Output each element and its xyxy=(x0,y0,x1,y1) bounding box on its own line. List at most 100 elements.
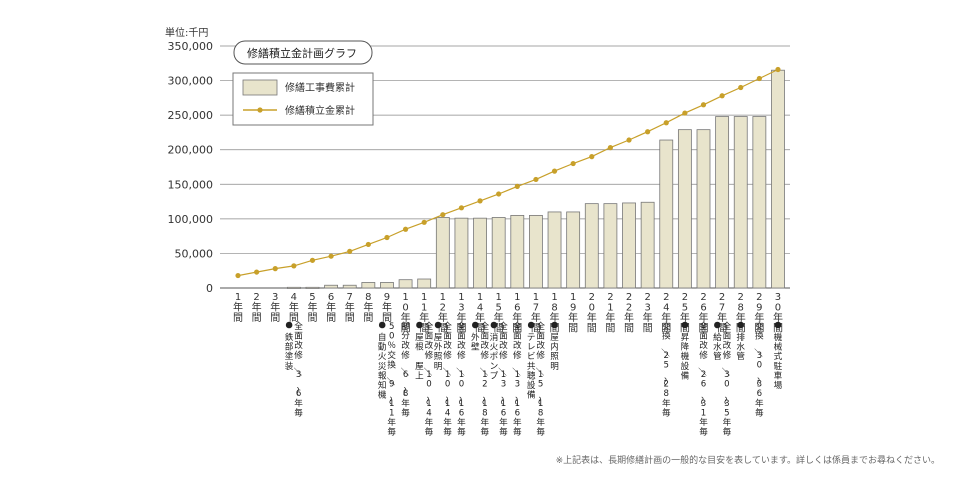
legend-bar-label: 修繕工事費累計 xyxy=(285,81,355,94)
bar xyxy=(324,284,339,289)
annotation-text: 外壁 xyxy=(471,331,480,353)
line-point xyxy=(347,248,353,254)
annotation-bullet xyxy=(378,321,386,329)
annotation-bullet xyxy=(416,321,423,329)
y-tick-label: 250,000 xyxy=(168,109,214,122)
line-point xyxy=(719,93,725,99)
annotation-text: 屋内照明 xyxy=(550,332,559,372)
annotation-bullet xyxy=(714,321,721,329)
bar xyxy=(529,214,543,289)
bar xyxy=(715,116,730,289)
bar xyxy=(584,203,599,289)
x-tick-label: 8 年間 xyxy=(363,292,373,324)
bar xyxy=(566,211,581,289)
line-point xyxy=(477,198,483,204)
x-tick-label: 1 9 年間 xyxy=(568,292,578,335)
annotation-bullet xyxy=(490,321,498,329)
annotation-text: 全面改修／1 0 〜1 6 年毎 xyxy=(454,320,466,438)
y-tick-label: 0 xyxy=(206,282,213,295)
line-point xyxy=(254,269,260,275)
bar xyxy=(547,211,562,289)
x-tick-label: 1 0 年間 xyxy=(401,292,411,335)
annotation-text: 全面改修／3 〜6 年毎 xyxy=(291,320,303,418)
bar xyxy=(286,286,301,289)
annotation-bullet xyxy=(434,321,442,329)
line-point xyxy=(775,66,781,73)
bar xyxy=(510,214,525,289)
x-tick-label: 1 5 年間 xyxy=(494,292,504,335)
line-point xyxy=(440,212,446,218)
line-point xyxy=(496,191,502,197)
line-point xyxy=(458,205,465,211)
title-box xyxy=(233,40,373,65)
line-point xyxy=(421,219,427,225)
annotation-text: 全面改修／1 2 〜1 8 年毎 xyxy=(478,320,490,438)
x-tick-label: 2 2 年間 xyxy=(624,292,634,335)
annotation-bullet xyxy=(551,321,558,329)
annotation-text: 全面改修／1 5 〜1 8 年毎 xyxy=(533,320,545,438)
bar xyxy=(454,217,469,289)
legend-line-marker xyxy=(257,107,263,113)
line-point xyxy=(328,253,334,259)
annotation-text: 機械式駐車場 xyxy=(774,331,783,391)
x-tick-label: 1 年間 xyxy=(233,292,243,324)
x-tick-label: 3 年間 xyxy=(270,292,280,324)
x-tick-label: 1 4 年間 xyxy=(475,292,485,335)
annotation-text: 全面改修／1 3 〜1 6 年毎 xyxy=(510,320,522,438)
bar xyxy=(677,129,692,289)
annotation-text: テレビ共聴設備 xyxy=(527,332,536,401)
annotation-bullet xyxy=(681,321,689,329)
bar xyxy=(380,282,394,289)
y-tick-label: 100,000 xyxy=(168,213,214,226)
line-point xyxy=(663,120,669,126)
bar xyxy=(622,202,636,289)
x-tick-label: 2 6 年間 xyxy=(699,292,709,335)
x-tick-label: 5 年間 xyxy=(307,292,317,324)
line-point xyxy=(291,263,297,269)
annotation-text: 全面改修／2 6 〜3 1 年毎 xyxy=(696,320,708,438)
bar xyxy=(473,217,487,289)
x-tick-label: 1 8 年間 xyxy=(550,292,560,335)
line-point xyxy=(235,272,241,279)
annotation-text: 昇降機設備 xyxy=(681,332,690,381)
annotation-text: 鉄部塗装 xyxy=(285,331,294,372)
bar-series xyxy=(286,69,785,289)
x-tick-label: 2 5 年間 xyxy=(680,292,690,335)
series-line xyxy=(237,68,779,277)
x-tick-label: 7 年間 xyxy=(345,292,355,324)
x-tick-label: 2 年間 xyxy=(252,292,262,324)
legend-bar-swatch xyxy=(242,79,278,96)
unit-label: 単位:千円 xyxy=(165,26,208,39)
line-point xyxy=(626,137,632,143)
x-tick-label: 1 3 年間 xyxy=(456,292,466,335)
annotation-text: 屋外照明 xyxy=(434,332,443,372)
annotation-text: 交換／3 0 〜3 6 年毎 xyxy=(752,320,764,418)
x-tick-label: 2 8 年間 xyxy=(736,292,746,335)
bar xyxy=(417,278,432,289)
x-tick-label: 1 6 年間 xyxy=(512,292,522,335)
bar xyxy=(696,129,711,289)
line-series xyxy=(235,66,781,279)
y-tick-label: 350,000 xyxy=(168,40,214,53)
x-tick-label: 2 4 年間 xyxy=(661,292,671,335)
annotation-text: 自動火災報知機 xyxy=(378,331,387,401)
legend-line-label: 修繕積立金累計 xyxy=(285,104,355,117)
line-point xyxy=(551,168,558,174)
annotation-bullet xyxy=(285,321,293,329)
y-tick-label: 150,000 xyxy=(168,178,214,191)
y-axis-ticks: 0 50,000 100,000 150,000 200,000 250,000 300,0… xyxy=(168,40,214,295)
annotation-text: 5 0 ％交換／9 〜1 1 年毎 xyxy=(384,322,396,438)
x-tick-label: 2 3 年間 xyxy=(643,292,653,335)
annotation-bullet xyxy=(472,321,479,329)
x-tick-label: 2 9 年間 xyxy=(754,292,764,335)
annotation-text: 屋根・屋上 xyxy=(412,332,424,381)
line-point xyxy=(384,234,390,241)
x-tick-label: 1 2 年間 xyxy=(438,292,448,335)
line-point xyxy=(402,226,409,232)
line-point xyxy=(272,266,278,272)
annotation-text: 交換／2 5 〜2 8 年毎 xyxy=(659,320,671,418)
chart-title: 修繕積立金計画グラフ xyxy=(247,46,357,60)
line-point xyxy=(607,145,614,151)
x-tick-label: 6 年間 xyxy=(326,292,336,324)
bar xyxy=(435,217,450,289)
